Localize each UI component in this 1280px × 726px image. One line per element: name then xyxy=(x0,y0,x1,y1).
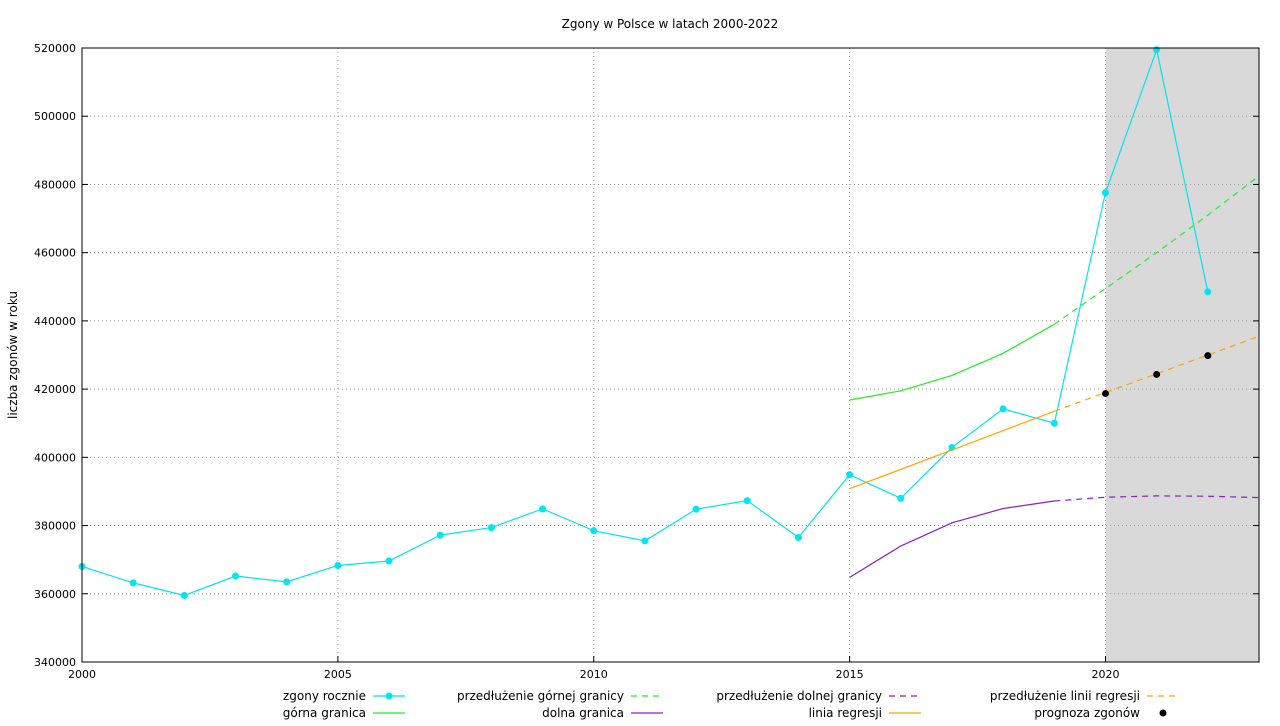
plot-frame xyxy=(81,47,1260,663)
legend-marker-prognoza-zgonow xyxy=(1159,709,1167,717)
point-zgony-rocznie xyxy=(1050,419,1058,427)
series-line-linia-regresji xyxy=(849,410,1055,490)
legend-label-zgony-rocznie: zgony rocznie xyxy=(283,689,366,703)
point-zgony-rocznie xyxy=(232,572,240,580)
series-line-dolna-granica xyxy=(849,500,1055,578)
x-tick-label: 2010 xyxy=(580,668,608,681)
series-line-przedluzenie-linii-regresji xyxy=(1054,335,1260,412)
point-zgony-rocznie xyxy=(1101,189,1109,197)
x-tick-label: 2000 xyxy=(68,668,96,681)
point-prognoza-zgonow xyxy=(1153,370,1161,378)
shaded-forecast-region xyxy=(1105,48,1259,662)
point-zgony-rocznie xyxy=(436,531,444,539)
point-zgony-rocznie xyxy=(539,505,547,513)
y-tick-label: 440000 xyxy=(34,315,76,328)
point-zgony-rocznie xyxy=(590,527,598,535)
series-line-gorna-granica xyxy=(849,323,1055,401)
point-zgony-rocznie xyxy=(1204,288,1212,296)
point-zgony-rocznie xyxy=(692,505,700,513)
point-prognoza-zgonow xyxy=(1101,390,1109,398)
y-axis-label: liczba zgonów w roku xyxy=(6,291,20,419)
tick-labels: 340000 360000 380000 400000 420000 440000 4600… xyxy=(34,42,1119,681)
y-tick-label: 480000 xyxy=(34,178,76,191)
y-tick-label: 400000 xyxy=(34,451,76,464)
x-tick-label: 2005 xyxy=(324,668,352,681)
legend-label-linia-regresji: linia regresji xyxy=(809,706,882,720)
series-line-przedluzenie-gornej-granicy xyxy=(1053,175,1260,325)
series-line-przedluzenie-dolnej-granicy xyxy=(1054,495,1260,502)
series-line-zgony-rocznie xyxy=(81,47,1209,597)
grid xyxy=(81,47,1259,663)
point-zgony-rocznie xyxy=(1153,46,1161,54)
legend-marker-zgony-rocznie xyxy=(385,692,393,700)
y-tick-label: 360000 xyxy=(34,588,76,601)
legend-label-przedluzenie-linii-regresji: przedłużenie linii regresji xyxy=(990,689,1140,703)
point-zgony-rocznie xyxy=(999,405,1007,413)
point-zgony-rocznie xyxy=(794,533,802,541)
legend-label-prognoza-zgonow: prognoza zgonów xyxy=(1034,706,1140,720)
legend-label-przedluzenie-dolnej-granicy: przedłużenie dolnej granicy xyxy=(716,689,882,703)
point-zgony-rocznie xyxy=(129,579,137,587)
point-prognoza-zgonow xyxy=(1204,352,1212,360)
point-zgony-rocznie xyxy=(641,537,649,545)
point-zgony-rocznie xyxy=(743,497,751,505)
point-zgony-rocznie xyxy=(487,524,495,532)
y-tick-label: 500000 xyxy=(34,110,76,123)
point-zgony-rocznie xyxy=(334,561,342,569)
point-zgony-rocznie xyxy=(846,471,854,479)
legend-label-przedluzenie-gornej-granicy: przedłużenie górnej granicy xyxy=(457,689,624,703)
chart-title: Zgony w Polsce w latach 2000-2022 xyxy=(562,17,779,31)
point-zgony-rocznie xyxy=(897,494,905,502)
legend: zgony rocznie górna granica przedłużenie g… xyxy=(283,689,1179,720)
legend-label-dolna-granica: dolna granica xyxy=(542,706,624,720)
y-tick-label: 420000 xyxy=(34,383,76,396)
x-tick-label: 2020 xyxy=(1091,668,1119,681)
point-zgony-rocznie xyxy=(385,557,393,565)
y-tick-label: 340000 xyxy=(34,656,76,669)
y-tick-label: 520000 xyxy=(34,42,76,55)
x-tick-label: 2015 xyxy=(836,668,864,681)
legend-label-gorna-granica: górna granica xyxy=(283,706,366,720)
series-layer xyxy=(78,46,1260,599)
point-zgony-rocznie xyxy=(180,591,188,599)
point-zgony-rocznie xyxy=(283,578,291,586)
y-tick-label: 460000 xyxy=(34,247,76,260)
y-tick-label: 380000 xyxy=(34,520,76,533)
